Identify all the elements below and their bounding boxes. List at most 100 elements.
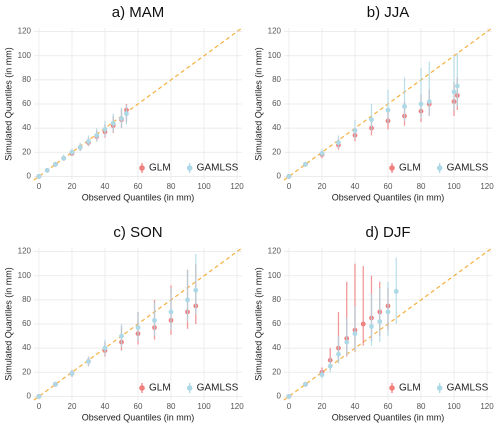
y-tick-label: 40 <box>272 343 281 352</box>
legend-swatch <box>139 165 145 171</box>
point <box>185 297 190 303</box>
y-tick-label: 0 <box>277 391 282 400</box>
panel: c) SON 0 20 40 60 80 100 120 0 20 40 60 80 100 120 Obse… <box>3 224 244 422</box>
point <box>36 173 42 179</box>
point <box>327 363 333 369</box>
x-tick-label: 40 <box>101 402 110 411</box>
legend-label: GLM <box>149 163 171 174</box>
panel: d) DJF 0 20 40 60 80 100 120 0 20 40 60 80 100 120 Obse… <box>253 224 494 422</box>
x-tick-label: 0 <box>37 402 42 411</box>
x-tick-label: 0 <box>37 182 42 191</box>
point <box>426 99 432 104</box>
legend-label: GAMLSS <box>447 163 489 174</box>
point <box>369 324 374 329</box>
x-tick-label: 80 <box>167 182 176 191</box>
point <box>119 333 124 339</box>
x-tick-label: 20 <box>318 182 327 191</box>
y-tick-label: 80 <box>272 75 281 84</box>
x-tick-label: 100 <box>447 402 461 411</box>
point <box>352 331 358 337</box>
legend-label: GLM <box>399 383 421 394</box>
x-tick-label: 20 <box>68 402 77 411</box>
panel-title: d) DJF <box>366 224 411 241</box>
legend-swatch <box>389 165 395 171</box>
y-tick-label: 20 <box>22 147 31 156</box>
y-axis-label: Simulated Quantiles (in mm) <box>3 47 13 161</box>
legend-label: GAMLSS <box>447 383 489 394</box>
point <box>385 309 391 315</box>
point <box>393 289 399 294</box>
legend-swatch <box>139 385 145 391</box>
y-tick-label: 100 <box>268 271 282 280</box>
point <box>402 104 407 109</box>
point <box>303 381 308 387</box>
point <box>377 319 383 324</box>
x-tick-label: 100 <box>447 182 461 191</box>
legend-swatch <box>436 165 443 171</box>
point <box>360 321 366 327</box>
y-tick-label: 40 <box>22 343 31 352</box>
x-tick-label: 80 <box>417 402 426 411</box>
point <box>110 120 116 126</box>
point <box>94 132 100 138</box>
x-tick-label: 40 <box>101 182 110 191</box>
point <box>69 149 75 155</box>
y-axis-label: Simulated Quantiles (in mm) <box>253 47 263 161</box>
point <box>336 140 341 146</box>
point <box>36 393 42 399</box>
panel: a) MAM 0 20 40 60 80 100 120 0 20 40 60 80 100 120 Obse… <box>3 4 244 202</box>
point <box>86 358 91 364</box>
point <box>44 167 50 173</box>
panel-title: b) JJA <box>367 4 410 21</box>
legend-label: GLM <box>399 163 421 174</box>
point <box>336 351 341 357</box>
y-tick-label: 40 <box>22 123 31 132</box>
x-tick-label: 100 <box>197 402 211 411</box>
x-tick-label: 20 <box>68 182 77 191</box>
y-tick-label: 100 <box>18 271 32 280</box>
point <box>77 145 83 150</box>
y-axis-label: Simulated Quantiles (in mm) <box>253 267 263 381</box>
y-tick-label: 120 <box>18 27 32 36</box>
x-tick-label: 120 <box>230 402 244 411</box>
y-tick-label: 80 <box>22 295 31 304</box>
x-axis-label: Observed Quantiles (in mm) <box>332 412 445 422</box>
x-tick-label: 60 <box>384 182 393 191</box>
point <box>152 317 157 323</box>
legend-swatch <box>436 385 443 391</box>
point <box>418 101 424 107</box>
panel-title: c) SON <box>113 224 162 241</box>
x-tick-label: 80 <box>167 402 176 411</box>
x-axis-label: Observed Quantiles (in mm) <box>332 192 445 202</box>
x-tick-label: 60 <box>134 402 143 411</box>
y-tick-label: 80 <box>22 75 31 84</box>
point <box>385 107 391 113</box>
legend-label: GLM <box>149 383 171 394</box>
reference-line <box>33 27 243 181</box>
legend-swatch <box>186 385 193 391</box>
panel: b) JJA 0 20 40 60 80 100 120 0 20 40 60 80 100 120 Obse… <box>253 4 494 202</box>
point <box>193 287 199 293</box>
point <box>319 151 325 156</box>
point <box>102 126 108 132</box>
panel-title: a) MAM <box>112 4 165 21</box>
y-tick-label: 20 <box>22 367 31 376</box>
x-tick-label: 40 <box>351 402 360 411</box>
x-tick-label: 20 <box>318 402 327 411</box>
x-tick-label: 120 <box>230 182 244 191</box>
y-tick-label: 120 <box>18 247 32 256</box>
y-tick-label: 0 <box>277 171 282 180</box>
point <box>53 381 58 387</box>
x-axis-label: Observed Quantiles (in mm) <box>82 412 195 422</box>
y-tick-label: 20 <box>272 367 281 376</box>
point <box>53 161 58 167</box>
y-tick-label: 60 <box>272 319 281 328</box>
y-tick-label: 120 <box>268 27 282 36</box>
y-tick-label: 100 <box>268 51 282 60</box>
x-tick-label: 120 <box>480 402 494 411</box>
x-tick-label: 0 <box>287 402 292 411</box>
legend-label: GAMLSS <box>197 163 239 174</box>
y-axis-label: Simulated Quantiles (in mm) <box>3 267 13 381</box>
y-tick-label: 0 <box>27 171 32 180</box>
